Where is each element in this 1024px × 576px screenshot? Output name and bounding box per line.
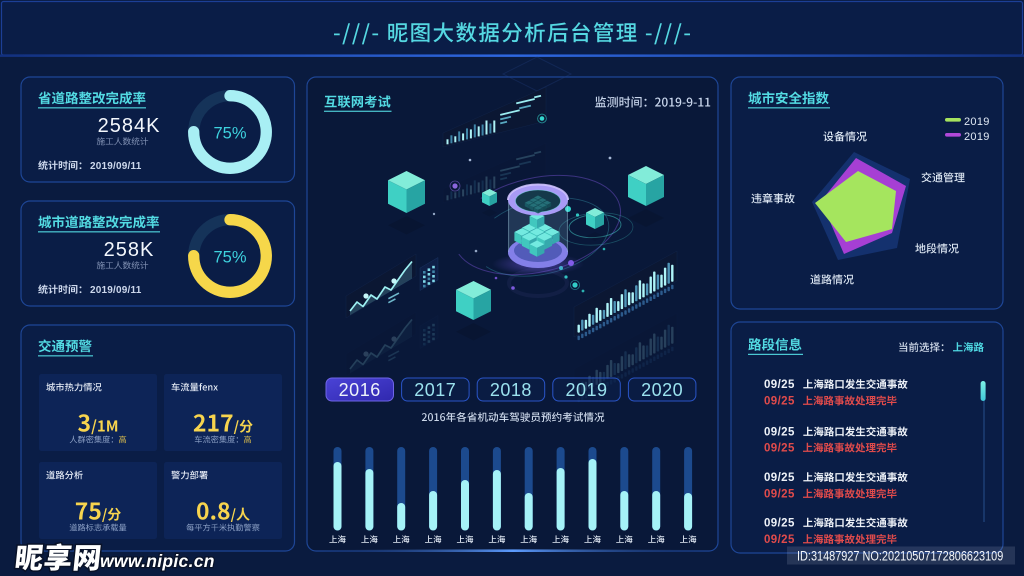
svg-text:2020: 2020 [641, 380, 683, 400]
svg-text:75%: 75% [213, 249, 246, 267]
svg-text:2584K: 2584K [98, 115, 161, 137]
svg-text:2017: 2017 [414, 380, 456, 400]
svg-text:2019: 2019 [565, 380, 607, 400]
svg-text:www.nipic.cn: www.nipic.cn [100, 551, 215, 571]
svg-text:2016: 2016 [339, 380, 381, 400]
svg-text:2018: 2018 [490, 380, 532, 400]
svg-text:2019/09/11: 2019/09/11 [90, 285, 142, 296]
svg-text:75%: 75% [213, 125, 246, 143]
svg-text:2019: 2019 [964, 116, 990, 128]
svg-text:ID:31487927 NO:202105071728066: ID:31487927 NO:20210507172806623109 [797, 548, 1003, 564]
svg-text:2019/09/11: 2019/09/11 [90, 161, 142, 172]
svg-text:258K: 258K [104, 239, 155, 261]
svg-text:2019: 2019 [964, 131, 990, 143]
